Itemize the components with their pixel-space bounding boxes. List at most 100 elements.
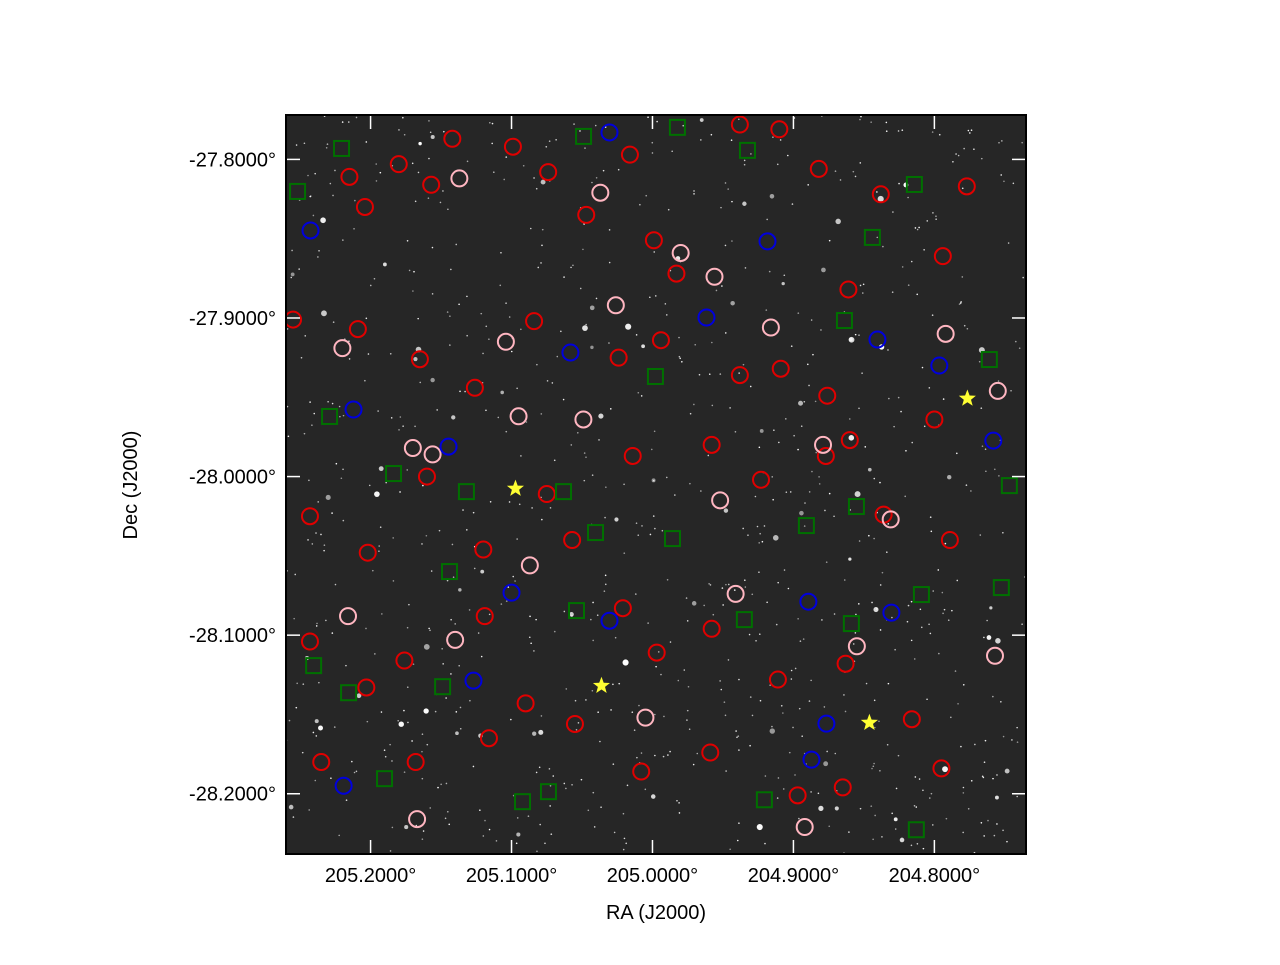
marker-circle (333, 339, 352, 358)
marker-circle (496, 332, 515, 351)
marker-square (305, 657, 323, 675)
marker-circle (574, 410, 593, 429)
marker-circle (474, 540, 493, 559)
star-field (286, 115, 1026, 854)
marker-square (1000, 477, 1018, 495)
marker-square (321, 407, 339, 425)
marker-circle (761, 318, 780, 337)
marker-circle (730, 366, 749, 385)
marker-circle (561, 343, 580, 362)
x-tick-label: 205.1000° (466, 865, 557, 887)
marker-circle (818, 386, 837, 405)
marker-circle (600, 123, 619, 142)
marker-circle (809, 159, 828, 178)
marker-circle (697, 308, 716, 327)
marker-circle (932, 759, 951, 778)
marker-circle (358, 543, 377, 562)
marker-circle (711, 491, 730, 510)
marker-circle (936, 324, 955, 343)
marker-circle (613, 599, 632, 618)
marker-circle (357, 678, 376, 697)
marker-circle (816, 446, 835, 465)
y-tick-label: -27.9000° (189, 308, 276, 330)
marker-circle (788, 786, 807, 805)
marker-square (905, 175, 923, 193)
marker-square (441, 563, 459, 581)
marker-circle (632, 762, 651, 781)
marker-circle (344, 400, 363, 419)
marker-circle (355, 197, 374, 216)
marker-star (592, 676, 610, 693)
marker-circle (702, 435, 721, 454)
marker-circle (340, 167, 359, 186)
marker-circle (730, 115, 749, 134)
marker-circle (647, 643, 666, 662)
marker-circle (702, 619, 721, 638)
marker-circle (770, 120, 789, 139)
marker-square (457, 483, 475, 501)
marker-circle (868, 330, 887, 349)
marker-circle (636, 708, 655, 727)
marker-square (663, 530, 681, 548)
y-tick-label: -27.8000° (189, 149, 276, 171)
marker-square (333, 139, 351, 157)
marker-circle (301, 221, 320, 240)
marker-circle (525, 312, 544, 331)
x-tick-label: 204.9000° (748, 865, 839, 887)
marker-circle (836, 654, 855, 673)
marker-square (575, 127, 593, 145)
marker-circle (940, 531, 959, 550)
marker-circle (795, 818, 814, 837)
marker-circle (957, 177, 976, 196)
marker-circle (395, 651, 414, 670)
marker-circle (799, 592, 818, 611)
marker-circle (410, 350, 429, 369)
marker-square (992, 579, 1010, 597)
marker-circle (464, 671, 483, 690)
marker-circle (651, 331, 670, 350)
marker-circle (840, 431, 859, 450)
marker-circle (802, 750, 821, 769)
marker-circle (925, 410, 944, 429)
marker-circle (465, 378, 484, 397)
marker-square (376, 770, 394, 788)
marker-circle (817, 714, 836, 733)
marker-square (568, 602, 586, 620)
marker-circle (446, 630, 465, 649)
marker-circle (339, 607, 358, 626)
marker-circle (726, 584, 745, 603)
marker-circle (984, 431, 1003, 450)
marker-circle (933, 247, 952, 266)
marker-square (863, 228, 881, 246)
marker-square (514, 793, 532, 811)
marker-circle (881, 510, 900, 529)
marker-circle (502, 583, 521, 602)
marker-square (797, 517, 815, 535)
marker-circle (771, 359, 790, 378)
marker-circle (600, 611, 619, 630)
marker-circle (286, 310, 303, 329)
marker-square (907, 821, 925, 839)
marker-circle (623, 446, 642, 465)
marker-circle (300, 632, 319, 651)
marker-circle (752, 470, 771, 489)
marker-circle (422, 175, 441, 194)
marker-star (860, 713, 878, 730)
marker-circle (417, 467, 436, 486)
marker-square (289, 182, 307, 200)
marker-circle (334, 776, 353, 795)
marker-square (340, 684, 358, 702)
marker-circle (539, 163, 558, 182)
marker-circle (577, 205, 596, 224)
marker-circle (609, 348, 628, 367)
marker-circle (479, 729, 498, 748)
marker-circle (475, 607, 494, 626)
marker-circle (902, 710, 921, 729)
marker-circle (758, 232, 777, 251)
marker-square (434, 678, 452, 696)
marker-circle (389, 155, 408, 174)
marker-circle (988, 381, 1007, 400)
marker-circle (563, 531, 582, 550)
marker-circle (768, 670, 787, 689)
